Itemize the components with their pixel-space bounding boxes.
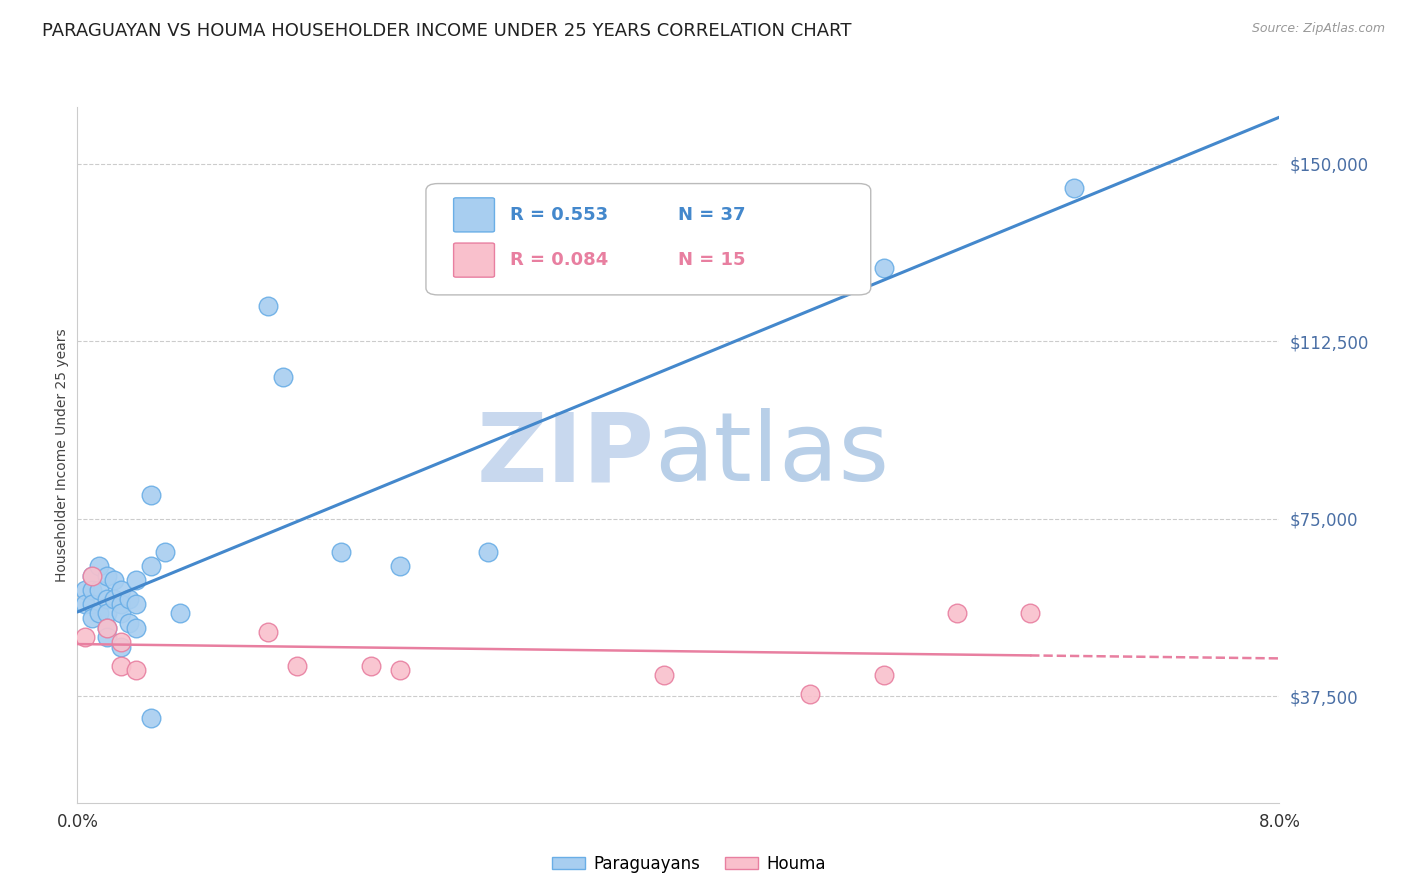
Point xyxy=(872,260,894,275)
Point xyxy=(110,582,132,597)
Point xyxy=(125,574,148,588)
Point xyxy=(80,597,103,611)
Point xyxy=(89,582,111,597)
Text: atlas: atlas xyxy=(654,409,890,501)
Point xyxy=(80,568,103,582)
Point xyxy=(799,687,821,701)
Text: Source: ZipAtlas.com: Source: ZipAtlas.com xyxy=(1251,22,1385,36)
Point xyxy=(388,559,411,574)
Point xyxy=(96,568,118,582)
Point xyxy=(139,710,162,724)
Point xyxy=(96,621,118,635)
Point xyxy=(946,607,969,621)
Point xyxy=(103,592,125,607)
Point xyxy=(117,592,139,607)
Point xyxy=(80,611,103,625)
Point xyxy=(80,568,103,582)
Point xyxy=(477,545,499,559)
Point xyxy=(169,607,191,621)
Point xyxy=(1063,180,1085,194)
Point xyxy=(96,592,118,607)
Point xyxy=(872,668,894,682)
Point xyxy=(96,621,118,635)
Point xyxy=(155,545,177,559)
Point xyxy=(96,607,118,621)
Point xyxy=(388,663,411,677)
Text: R = 0.084: R = 0.084 xyxy=(510,252,609,269)
Point xyxy=(110,607,132,621)
Point xyxy=(125,597,148,611)
Point xyxy=(139,488,162,502)
Y-axis label: Householder Income Under 25 years: Householder Income Under 25 years xyxy=(55,328,69,582)
Point xyxy=(73,597,96,611)
Text: ZIP: ZIP xyxy=(477,409,654,501)
Text: N = 37: N = 37 xyxy=(679,206,747,224)
Point xyxy=(257,625,280,640)
Point xyxy=(271,369,294,384)
Point xyxy=(89,607,111,621)
Point xyxy=(89,559,111,574)
Point xyxy=(110,635,132,649)
Point xyxy=(110,640,132,654)
Text: R = 0.553: R = 0.553 xyxy=(510,206,609,224)
Point xyxy=(285,658,308,673)
Point xyxy=(73,630,96,644)
FancyBboxPatch shape xyxy=(454,198,495,232)
Point xyxy=(103,574,125,588)
Point xyxy=(330,545,353,559)
Point xyxy=(360,658,382,673)
Point xyxy=(80,582,103,597)
Point xyxy=(652,668,675,682)
Text: N = 15: N = 15 xyxy=(679,252,747,269)
Point xyxy=(73,582,96,597)
FancyBboxPatch shape xyxy=(426,184,870,295)
Point xyxy=(1019,607,1042,621)
Point xyxy=(117,615,139,630)
FancyBboxPatch shape xyxy=(454,243,495,277)
Legend: Paraguayans, Houma: Paraguayans, Houma xyxy=(546,848,832,880)
Text: PARAGUAYAN VS HOUMA HOUSEHOLDER INCOME UNDER 25 YEARS CORRELATION CHART: PARAGUAYAN VS HOUMA HOUSEHOLDER INCOME U… xyxy=(42,22,852,40)
Point xyxy=(257,299,280,313)
Point xyxy=(110,658,132,673)
Point xyxy=(125,663,148,677)
Point xyxy=(96,630,118,644)
Point xyxy=(139,559,162,574)
Point xyxy=(125,621,148,635)
Point xyxy=(110,597,132,611)
